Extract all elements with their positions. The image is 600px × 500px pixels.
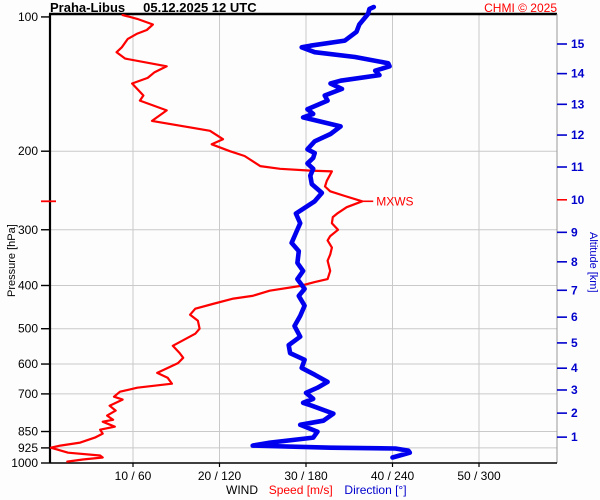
page-title: Praha-Libus 05.12.2025 12 UTC <box>50 0 257 15</box>
altitude-tick-label: 11 <box>571 160 584 174</box>
altitude-tick-label: 12 <box>571 128 585 142</box>
chart-legend: WIND Speed [m/s] Direction [°] <box>226 483 407 497</box>
direction-curve <box>250 4 413 460</box>
legend-direction-label: Direction [°] <box>344 483 407 497</box>
x-tick-label: 50 / 300 <box>457 469 501 483</box>
altitude-tick-label: 6 <box>571 310 578 324</box>
x-tick-label: 30 / 180 <box>284 469 328 483</box>
x-tick-label: 20 / 120 <box>198 469 242 483</box>
legend-speed-label: Speed [m/s] <box>268 483 333 497</box>
altitude-tick-label: 3 <box>571 383 578 397</box>
altitude-tick-label: 15 <box>571 37 585 51</box>
pressure-tick-label: 925 <box>18 441 38 455</box>
pressure-tick-label: 700 <box>18 387 38 401</box>
speed-curve <box>49 13 364 463</box>
legend-wind-label: WIND <box>226 483 258 497</box>
altitude-tick-label: 14 <box>571 67 585 81</box>
altitude-tick-label: 1 <box>571 430 578 444</box>
altitude-tick-label: 5 <box>571 336 578 350</box>
pressure-tick-label: 100 <box>18 10 38 24</box>
pressure-tick-label: 600 <box>18 357 38 371</box>
copyright-label: CHMI © 2025 <box>484 1 557 15</box>
pressure-tick-label: 850 <box>18 425 38 439</box>
altitude-tick-label: 9 <box>571 225 578 239</box>
altitude-tick-label: 10 <box>571 193 585 207</box>
altitude-tick-label: 2 <box>571 406 578 420</box>
altitude-tick-label: 4 <box>571 361 578 375</box>
pressure-axis-title: Pressure [hPa] <box>6 224 18 297</box>
x-tick-label: 40 / 240 <box>371 469 415 483</box>
x-tick-label: 10 / 60 <box>115 469 152 483</box>
altitude-tick-label: 8 <box>571 255 578 269</box>
altitude-tick-label: 7 <box>571 283 578 297</box>
pressure-tick-label: 300 <box>18 223 38 237</box>
pressure-tick-label: 1000 <box>11 456 38 470</box>
altitude-tick-label: 13 <box>571 97 585 111</box>
station-name: Praha-Libus <box>50 0 126 15</box>
altitude-axis-title: Altitude [km] <box>587 232 599 293</box>
pressure-tick-label: 500 <box>18 322 38 336</box>
mxws-label: MXWS <box>376 194 413 208</box>
pressure-tick-label: 400 <box>18 278 38 292</box>
sounding-datetime: 05.12.2025 12 UTC <box>143 0 257 15</box>
pressure-tick-label: 200 <box>18 144 38 158</box>
